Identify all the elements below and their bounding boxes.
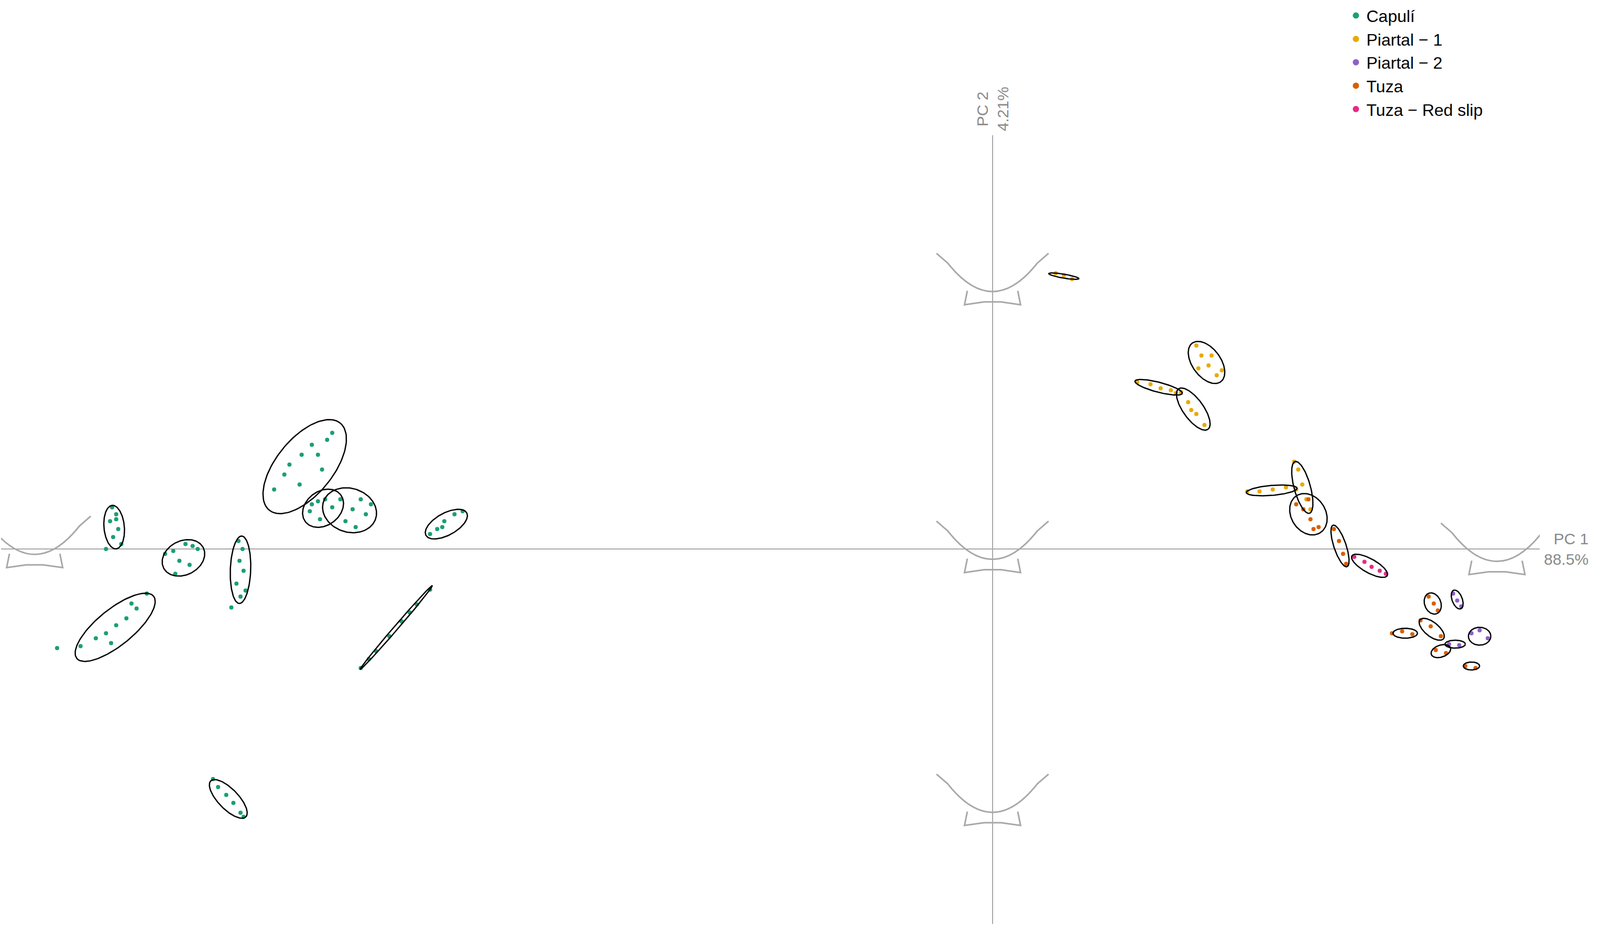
svg-text:Piartal − 2: Piartal − 2 [1366, 53, 1443, 73]
svg-text:PC 188.5%: PC 188.5% [1543, 529, 1589, 568]
svg-text:Capulí: Capulí [1366, 6, 1416, 26]
svg-text:Tuza: Tuza [1366, 77, 1403, 96]
svg-text:Tuza − Red slip: Tuza − Red slip [1366, 100, 1483, 120]
svg-text:PC 24.21%: PC 24.21% [973, 86, 1012, 132]
svg-text:Piartal − 1: Piartal − 1 [1366, 30, 1443, 50]
